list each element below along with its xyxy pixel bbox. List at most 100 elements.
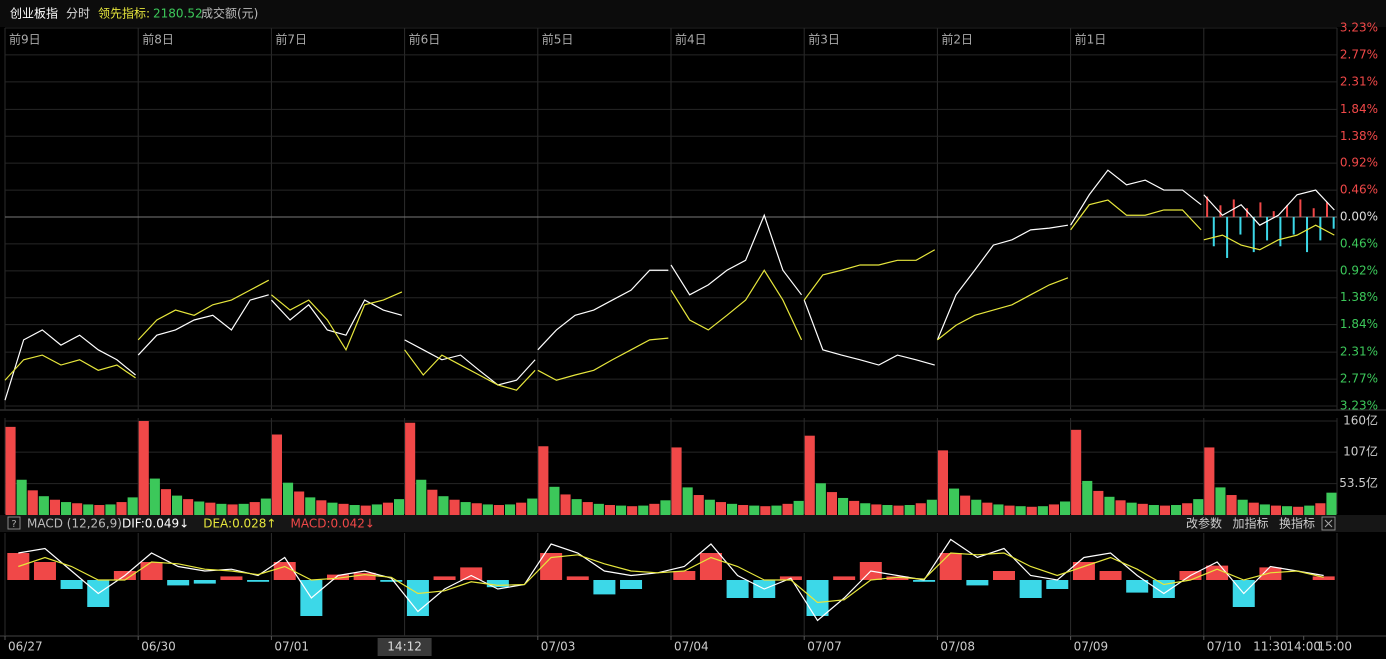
price-line: [537, 269, 669, 351]
y-tick-label: 1.38%: [1340, 290, 1378, 304]
day-label: 前4日: [675, 32, 707, 47]
x-tick-label: 07/04: [674, 640, 709, 654]
volume-bar: [904, 505, 915, 515]
y-tick-label: 2.77%: [1340, 47, 1378, 61]
volume-bar: [527, 498, 538, 515]
volume-bar: [94, 505, 105, 515]
price-line: [137, 279, 270, 341]
volume-bar: [1026, 506, 1037, 515]
indicator-button[interactable]: 加指标: [1233, 516, 1269, 531]
volume-bar: [549, 486, 560, 515]
volume-bar: [516, 502, 527, 515]
y-tick-label: 1.84%: [1340, 317, 1378, 331]
volume-bar: [127, 497, 138, 515]
price-line: [936, 224, 1069, 341]
indicator-button[interactable]: 换指标: [1279, 516, 1315, 531]
volume-bar: [1082, 480, 1093, 515]
volume-bar: [382, 502, 393, 515]
volume-bar: [216, 503, 227, 515]
volume-bar: [316, 500, 327, 515]
macd-bar: [673, 571, 696, 580]
y-tick-label: 107亿: [1343, 444, 1378, 459]
volume-bar: [249, 502, 260, 515]
help-icon[interactable]: ?: [11, 519, 16, 530]
macd-bar: [33, 562, 56, 580]
macd-bar: [1072, 562, 1095, 580]
volume-bar: [749, 505, 760, 515]
volume-bar: [1137, 503, 1148, 515]
volume-bar: [1182, 503, 1193, 515]
price-line: [4, 329, 136, 401]
price-line: [270, 299, 403, 336]
price-line: [1203, 189, 1335, 226]
price-line: [1203, 224, 1335, 251]
indicator-name: MACD (12,26,9): [27, 517, 122, 531]
price-line: [937, 277, 1069, 341]
volume-bar: [982, 502, 993, 515]
macd-bar: [993, 571, 1015, 580]
price-line: [404, 349, 536, 391]
volume-bar: [838, 497, 849, 515]
volume-bar: [449, 499, 460, 515]
volume-bar: [105, 504, 116, 515]
volume-bar: [993, 504, 1004, 515]
day-label: 前7日: [275, 32, 307, 47]
volume-bar: [27, 490, 38, 515]
macd-bar: [1312, 576, 1335, 580]
macd-bar: [1019, 580, 1042, 598]
volume-bar: [116, 502, 127, 515]
volume-bar: [671, 447, 682, 515]
y-tick-label: 2.77%: [1340, 372, 1378, 386]
day-label: 前9日: [9, 32, 41, 47]
volume-bar: [1004, 505, 1015, 515]
readout: DIF:0.049↓: [122, 517, 189, 531]
x-tick-label: 11:30: [1253, 640, 1288, 654]
volume-bar: [427, 489, 438, 515]
macd-bar: [433, 576, 456, 580]
volume-bar: [460, 502, 471, 515]
volume-bar: [394, 499, 405, 515]
y-tick-label: 3.23%: [1340, 399, 1378, 413]
volume-bar: [1215, 487, 1226, 515]
volume-bar: [1282, 506, 1293, 515]
volume-bar: [682, 487, 693, 515]
volume-bar: [760, 506, 771, 515]
volume-bar: [660, 500, 671, 515]
volume-bar: [1159, 505, 1170, 515]
readout: MACD:0.042↓: [290, 517, 374, 531]
volume-bar: [560, 494, 571, 515]
volume-bar: [227, 504, 238, 515]
volume-bar: [16, 479, 27, 515]
macd-bar: [1099, 571, 1122, 580]
volume-bar: [172, 495, 183, 515]
volume-bar: [915, 503, 926, 515]
indicator-button[interactable]: 改参数: [1186, 516, 1222, 531]
price-line: [803, 299, 935, 366]
price-line: [4, 354, 136, 381]
volume-bar: [793, 500, 804, 515]
x-tick-label: 07/08: [940, 640, 975, 654]
macd-bar: [460, 567, 483, 580]
macd-line: [18, 538, 1324, 622]
x-tick-label: 07/07: [807, 640, 842, 654]
price-line: [670, 213, 803, 296]
y-tick-label: 0.46%: [1340, 236, 1378, 250]
volume-bar: [860, 503, 871, 515]
volume-bar: [693, 495, 704, 515]
volume-bar: [1237, 499, 1248, 515]
volume-bar: [49, 499, 60, 515]
volume-bar: [1048, 504, 1059, 515]
y-tick-label: 2.31%: [1340, 345, 1378, 359]
macd-bar: [939, 553, 962, 580]
price-line: [271, 291, 403, 352]
volume-bar: [893, 505, 904, 515]
help-icon-box[interactable]: [7, 516, 21, 530]
price-line: [1070, 169, 1202, 226]
index-name: 创业板指: [10, 6, 58, 21]
volume-bar: [1304, 505, 1315, 515]
volume-bar: [604, 505, 615, 515]
volume-bar: [971, 499, 982, 515]
close-button[interactable]: [1321, 516, 1336, 531]
top-bar: [0, 0, 1386, 27]
